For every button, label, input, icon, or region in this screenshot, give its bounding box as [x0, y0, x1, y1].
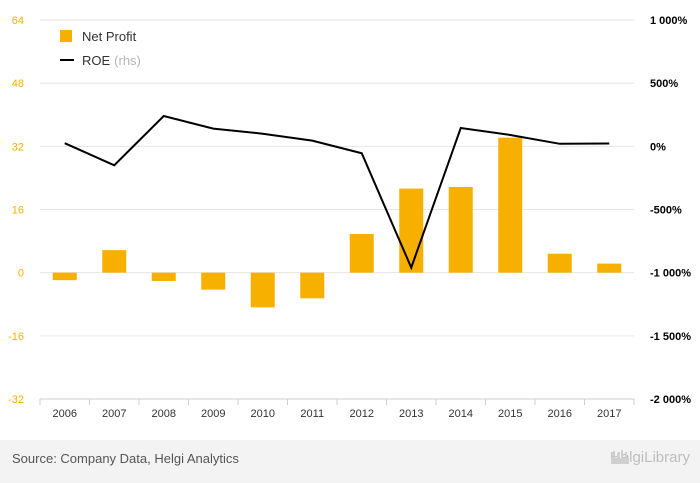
combo-chart: 64 48 32 16 0 -16 -32 1 000% 500% 0% -500% -1 000% -… — [8, 15, 691, 420]
brand-logo[interactable]: HelgiLibrary — [610, 449, 690, 466]
right-tick-label: -1 500% — [650, 331, 691, 343]
x-tick-label: 2014 — [449, 408, 473, 420]
legend-roe-suffix: (rhs) — [114, 52, 141, 68]
brand-name: HelgiLibrary — [609, 449, 690, 466]
net-profit-swatch — [60, 30, 72, 42]
right-tick-label: -1 000% — [650, 268, 691, 280]
net-profit-bar — [52, 272, 77, 281]
net-profit-bar — [201, 272, 226, 290]
right-tick-label: -500% — [650, 205, 682, 217]
x-tick-label: 2010 — [251, 408, 275, 420]
legend-item-net-profit[interactable]: Net Profit — [60, 26, 141, 46]
left-tick-label: 64 — [12, 15, 24, 27]
legend-item-roe[interactable]: ROE (rhs) — [60, 50, 141, 70]
x-tick-label: 2009 — [201, 408, 225, 420]
x-tick-label: 2012 — [350, 408, 374, 420]
net-profit-bar — [102, 250, 127, 273]
net-profit-bar — [300, 272, 325, 299]
x-tick-label: 2016 — [548, 408, 572, 420]
roe-swatch — [60, 59, 74, 61]
x-tick-label: 2008 — [152, 408, 176, 420]
x-tick-label: 2015 — [498, 408, 522, 420]
legend-roe-label: ROE — [82, 52, 111, 68]
left-tick-label: -16 — [8, 331, 24, 343]
source-text: Source: Company Data, Helgi Analytics — [12, 451, 239, 466]
footer-bar — [0, 440, 700, 483]
x-tick-label: 2006 — [53, 408, 77, 420]
right-tick-label: 1 000% — [650, 15, 688, 27]
right-tick-label: 0% — [650, 141, 666, 153]
x-tick-label: 2013 — [399, 408, 423, 420]
net-profit-bar — [547, 253, 572, 273]
net-profit-bar — [349, 233, 374, 273]
right-tick-label: 500% — [650, 78, 678, 90]
x-tick-label: 2011 — [300, 408, 324, 420]
left-tick-label: 16 — [12, 205, 24, 217]
left-tick-label: 32 — [12, 141, 24, 153]
net-profit-bar — [597, 263, 622, 273]
library-icon — [610, 450, 629, 464]
net-profit-bar — [448, 186, 473, 273]
left-tick-label: 48 — [12, 78, 24, 90]
net-profit-bar — [399, 188, 424, 273]
left-tick-label: 0 — [18, 268, 24, 280]
x-tick-label: 2007 — [102, 408, 126, 420]
net-profit-bar — [151, 272, 176, 281]
legend-net-profit-label: Net Profit — [82, 28, 137, 44]
legend: Net Profit ROE (rhs) — [60, 26, 141, 74]
roe-line — [64, 114, 610, 271]
x-tick-label: 2017 — [597, 408, 621, 420]
right-tick-label: -2 000% — [650, 394, 691, 406]
left-tick-label: -32 — [8, 394, 24, 406]
net-profit-bar — [250, 272, 275, 308]
net-profit-bar — [498, 137, 523, 273]
